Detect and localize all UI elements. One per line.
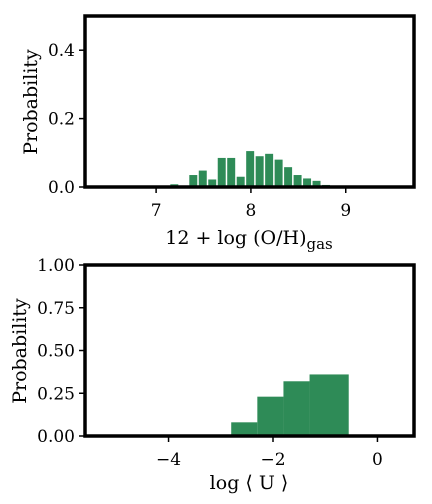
ionization-plot-frame: [83, 263, 416, 438]
ionization-x-tick-label: −4: [156, 450, 181, 470]
ionization-y-tick-label: 1.00: [37, 256, 75, 276]
metallicity-x-tick-label: 8: [246, 201, 257, 221]
metallicity-plot-frame: [83, 14, 416, 189]
metallicity-bar: [303, 178, 312, 187]
ionization-bars: [231, 374, 349, 436]
ionization-y-tick-label: 0.50: [37, 342, 75, 362]
metallicity-bar: [265, 153, 274, 187]
metallicity-y-tick-label: 0.2: [48, 110, 75, 130]
metallicity-bar: [208, 179, 217, 187]
ionization-x-axis-label: log ⟨ U ⟩: [210, 472, 289, 494]
metallicity-y-axis-label: Probability: [20, 49, 42, 155]
metallicity-bar: [255, 156, 264, 187]
metallicity-bar: [246, 151, 255, 187]
metallicity-bar: [236, 176, 245, 187]
ionization-bar: [231, 422, 258, 436]
ionization-bar: [257, 396, 284, 436]
metallicity-x-axis-label: 12 + log (O/H)gas: [165, 227, 333, 253]
ionization-bar: [283, 381, 310, 436]
metallicity-x-tick-label: 9: [340, 201, 351, 221]
metallicity-bar: [284, 167, 293, 187]
metallicity-bar: [198, 170, 207, 187]
metallicity-bar: [227, 157, 236, 187]
metallicity-y-ticks: 0.0 0.2 0.4: [48, 41, 85, 198]
ionization-y-tick-label: 0.75: [37, 299, 75, 319]
ionization-panel: 0.00 0.25 0.50 0.75 1.00 −4 −2 0 Probability l…: [9, 256, 416, 494]
ionization-y-ticks: 0.00 0.25 0.50 0.75 1.00: [37, 256, 85, 447]
ionization-bar: [309, 374, 349, 436]
ionization-y-tick-label: 0.00: [37, 427, 75, 447]
metallicity-x-tick-label: 7: [151, 201, 162, 221]
ionization-y-axis-label: Probability: [9, 298, 31, 404]
metallicity-bar: [217, 157, 226, 187]
ionization-x-tick-label: −2: [260, 450, 285, 470]
metallicity-bar: [312, 180, 321, 187]
metallicity-y-tick-label: 0.4: [48, 41, 75, 61]
metallicity-bar: [274, 159, 283, 187]
metallicity-bars: [160, 151, 340, 187]
metallicity-panel: 0.0 0.2 0.4 7 8 9 Probability 12 + log (O/H)…: [20, 14, 416, 253]
metallicity-y-tick-label: 0.0: [48, 178, 75, 198]
ionization-y-tick-label: 0.25: [37, 384, 75, 404]
metallicity-bar: [293, 175, 302, 187]
ionization-x-tick-label: 0: [372, 450, 383, 470]
ionization-x-ticks: −4 −2 0: [156, 436, 383, 470]
metallicity-bar: [189, 175, 198, 187]
metallicity-x-ticks: 7 8 9: [151, 187, 351, 221]
